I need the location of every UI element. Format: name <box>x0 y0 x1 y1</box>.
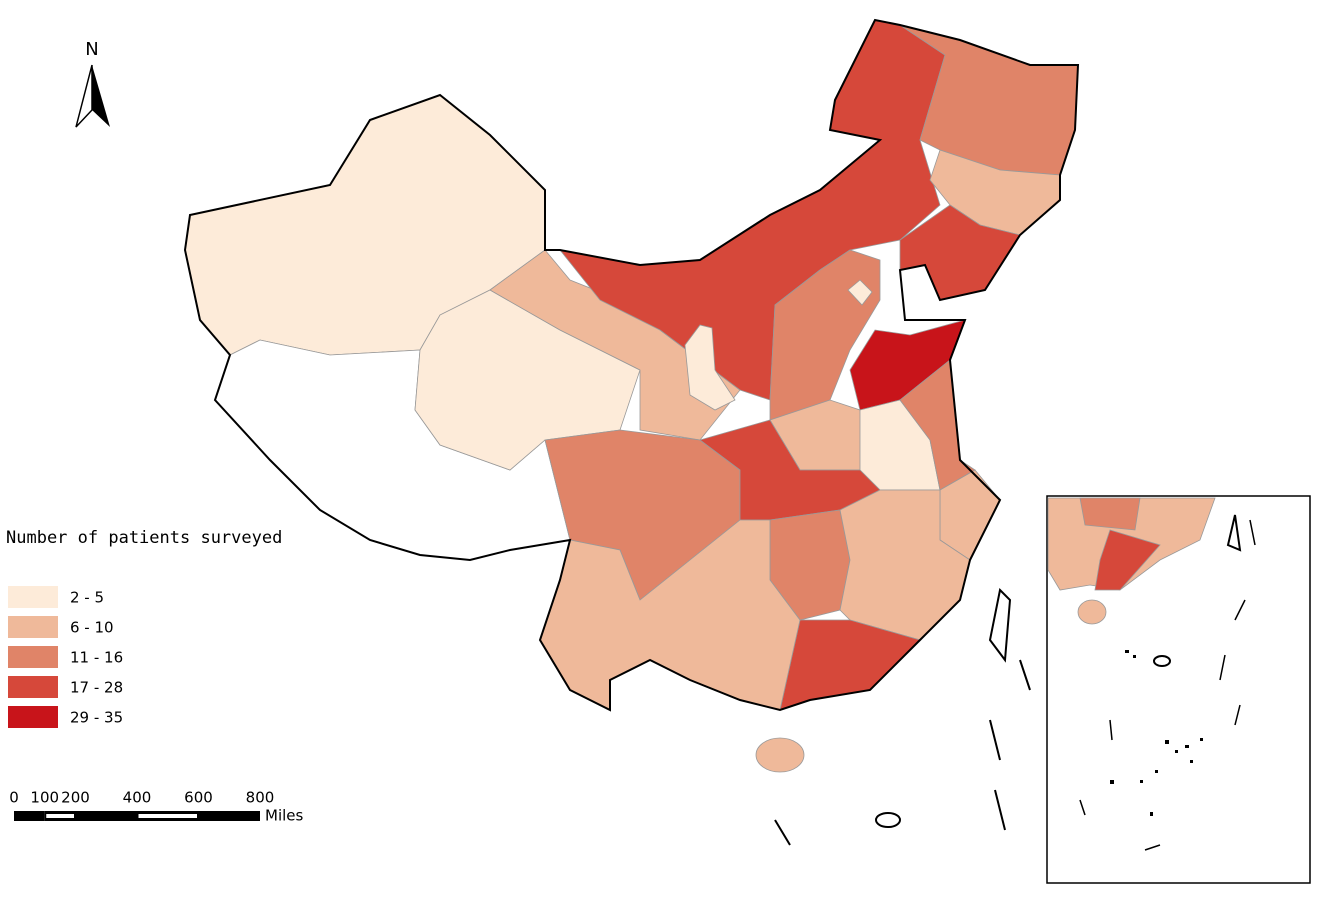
scale-tick-label: 100 <box>30 789 59 807</box>
boundary-dash <box>1079 519 1256 851</box>
legend-swatch <box>8 646 58 668</box>
scale-tick-label: 800 <box>246 789 275 807</box>
legend-label: 17 - 28 <box>70 679 123 697</box>
island <box>988 587 1012 663</box>
region <box>1094 529 1161 591</box>
boundary-dash <box>774 659 1031 846</box>
border <box>183 18 1080 712</box>
scale-tick-label: 400 <box>123 789 152 807</box>
legend-label: 11 - 16 <box>70 649 123 667</box>
legend-label: 2 - 5 <box>70 589 104 607</box>
legend-title: Number of patients surveyed <box>6 528 282 548</box>
island <box>1153 655 1171 667</box>
region <box>847 279 873 306</box>
region <box>1077 599 1107 625</box>
scale-segment-inner <box>200 814 259 818</box>
legend-label: 6 - 10 <box>70 619 114 637</box>
scale-unit: Miles <box>265 807 304 825</box>
scale-tick-label: 0 <box>9 789 19 807</box>
island <box>1226 514 1242 552</box>
region <box>755 737 805 773</box>
scale-segment-inner <box>77 814 136 818</box>
north-label: N <box>85 39 98 60</box>
scale-segment-inner <box>15 814 44 818</box>
inset <box>1046 495 1311 884</box>
islands <box>774 587 1031 846</box>
provinces <box>184 19 1079 773</box>
scale-segment-inner <box>138 814 197 818</box>
scale-tick-label: 600 <box>184 789 213 807</box>
reefs <box>1110 650 1203 816</box>
legend-swatch <box>8 676 58 698</box>
region <box>684 324 736 411</box>
region <box>1079 497 1141 531</box>
legend-swatch <box>8 586 58 608</box>
legend-swatch <box>8 616 58 638</box>
north-arrow: N <box>75 39 110 128</box>
scale-tick-label: 200 <box>61 789 90 807</box>
legend: 2 - 5 6 - 10 11 - 16 17 - 28 29 - 35 <box>8 586 123 728</box>
scale-segment-inner <box>46 814 74 818</box>
north-arrow-left <box>75 64 93 128</box>
legend-swatch <box>8 706 58 728</box>
north-arrow-right <box>92 65 110 127</box>
island <box>875 812 901 828</box>
legend-label: 29 - 35 <box>70 709 123 727</box>
